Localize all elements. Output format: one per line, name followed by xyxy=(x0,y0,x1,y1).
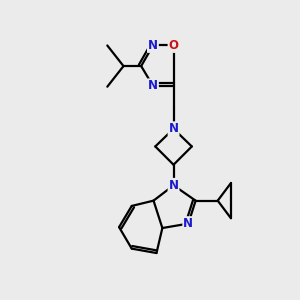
Text: N: N xyxy=(148,79,158,92)
Text: O: O xyxy=(169,39,178,52)
Text: N: N xyxy=(183,217,193,230)
Text: N: N xyxy=(148,39,158,52)
Text: N: N xyxy=(169,122,178,135)
Text: N: N xyxy=(169,179,178,192)
